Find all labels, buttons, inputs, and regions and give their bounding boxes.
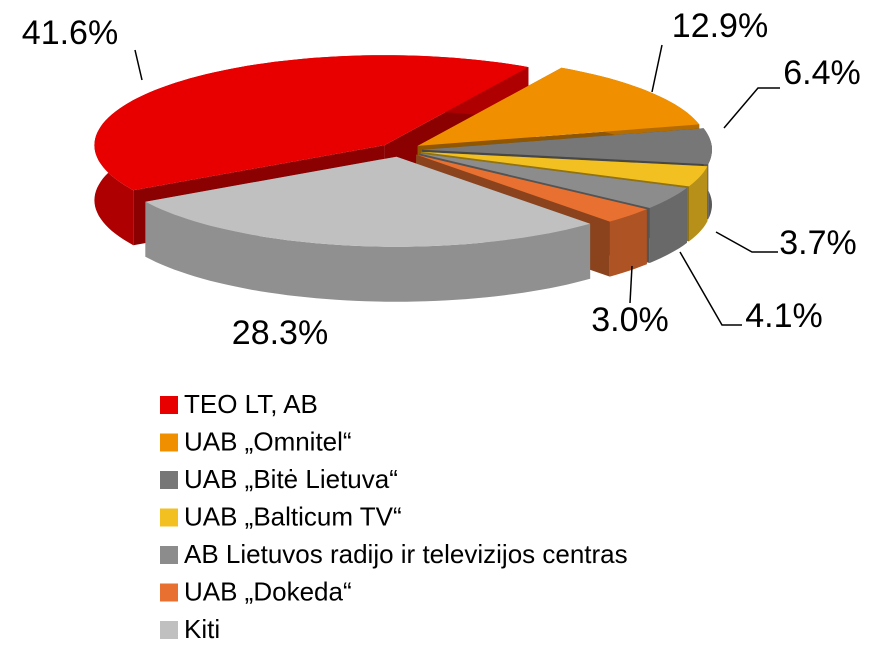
data-label: 12.9% (672, 7, 768, 45)
slice (417, 67, 700, 146)
slice-group (145, 156, 591, 302)
slice-wall (689, 166, 708, 242)
legend-swatch (160, 396, 178, 414)
leader-line (723, 87, 780, 129)
legend-swatch (160, 433, 178, 452)
legend-swatch (160, 508, 178, 527)
legend-label: TEO LT, AB (184, 389, 318, 419)
slice (94, 55, 529, 191)
legend-swatch (160, 583, 178, 602)
legend-label: AB Lietuvos radijo ir televizijos centra… (184, 539, 628, 569)
slice-wall (609, 209, 647, 277)
slice (145, 156, 591, 247)
leader-line (679, 251, 742, 326)
slice (422, 128, 712, 165)
data-label: 3.7% (779, 224, 857, 262)
leader-line (715, 231, 778, 253)
data-label: 4.1% (745, 297, 823, 335)
legend-label: Kiti (184, 614, 220, 644)
slice (419, 153, 687, 208)
legend-label: UAB „Balticum TV“ (184, 501, 402, 531)
data-label: 41.6% (22, 14, 118, 52)
legend-label: UAB „Dokeda“ (184, 576, 352, 606)
leader-line (134, 49, 143, 81)
leader-line (651, 44, 663, 93)
legend-label: UAB „Omnitel“ (184, 426, 352, 456)
slice (421, 151, 708, 187)
legend-swatch (160, 621, 178, 639)
slice (416, 154, 647, 222)
data-label: 6.4% (783, 54, 861, 92)
slice-wall (649, 187, 687, 263)
legend-swatch (160, 546, 178, 564)
data-label: 3.0% (591, 301, 669, 339)
data-label: 28.3% (232, 314, 328, 352)
legend-swatch (160, 471, 178, 489)
leader-line (629, 265, 633, 304)
legend-label: UAB „Bitė Lietuva“ (184, 464, 398, 494)
slice-wall (145, 201, 591, 302)
